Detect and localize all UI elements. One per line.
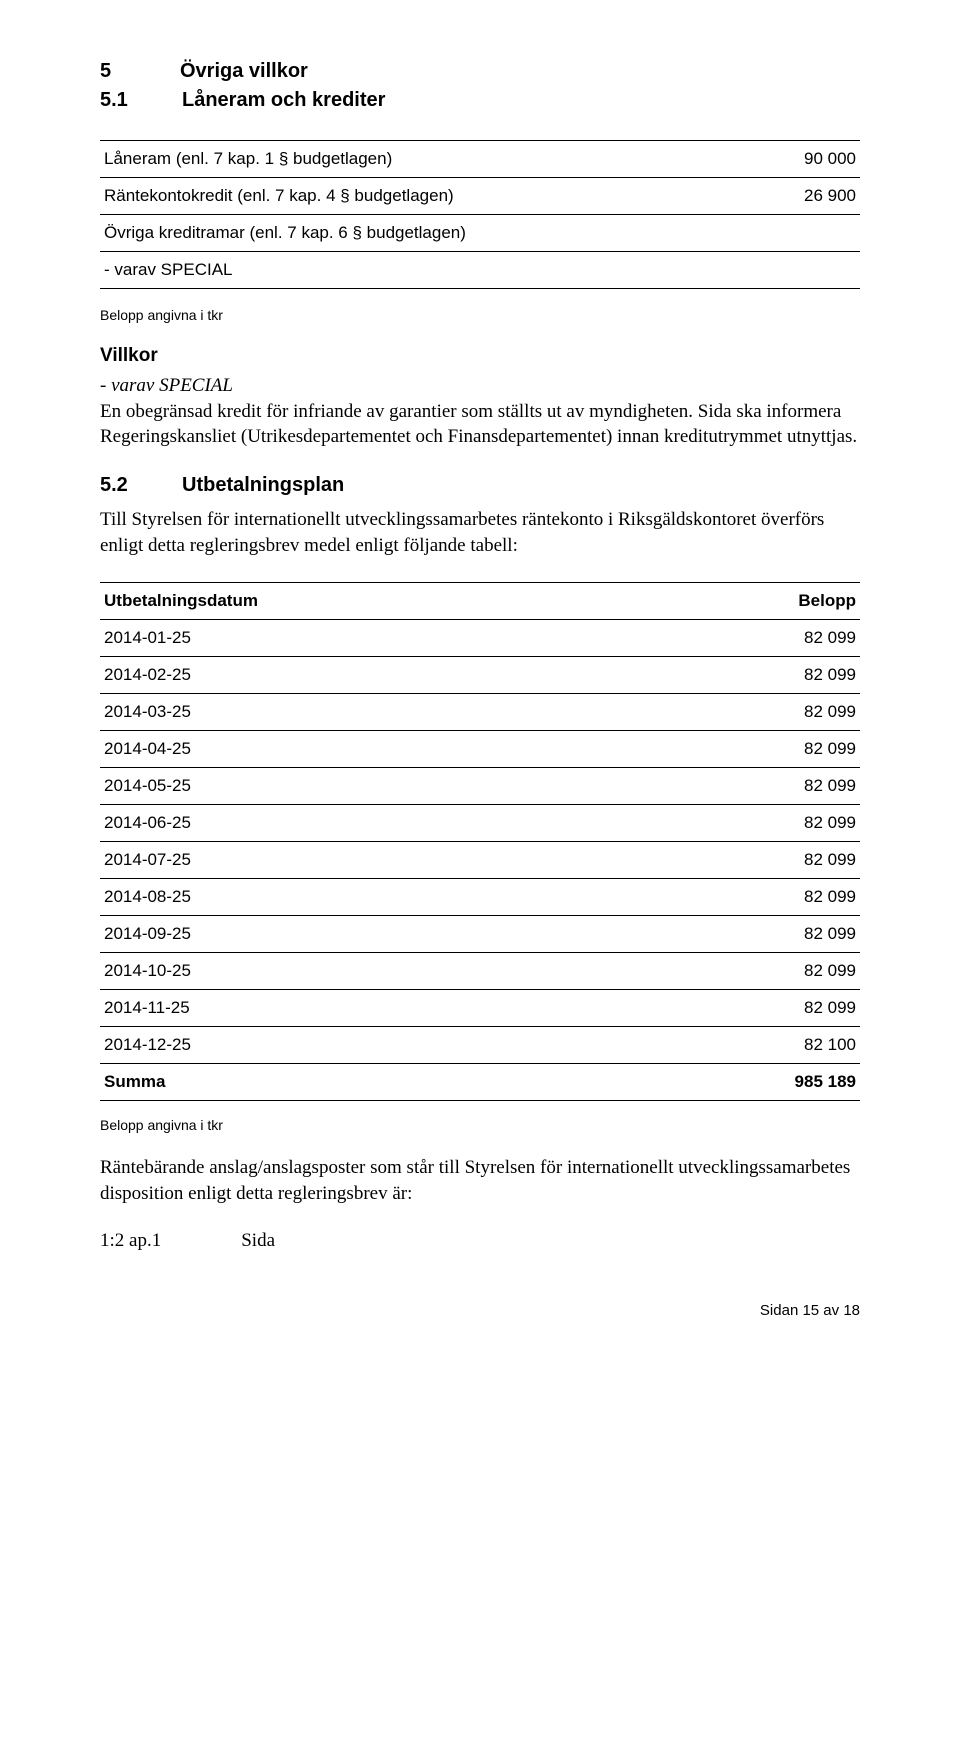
pay-date: 2014-07-25 — [100, 842, 632, 879]
amount-note: Belopp angivna i tkr — [100, 307, 860, 323]
loan-label: - varav SPECIAL — [100, 252, 754, 289]
table-row: 2014-06-2582 099 — [100, 805, 860, 842]
pay-amount: 82 099 — [632, 879, 860, 916]
loan-label: Låneram (enl. 7 kap. 1 § budgetlagen) — [100, 141, 754, 178]
pay-amount: 82 099 — [632, 805, 860, 842]
pay-date: 2014-01-25 — [100, 620, 632, 657]
villkor-text: - varav SPECIAL En obegränsad kredit för… — [100, 373, 860, 450]
pay-date: 2014-11-25 — [100, 990, 632, 1027]
pay-amount: 82 099 — [632, 694, 860, 731]
villkor-heading: Villkor — [100, 345, 860, 367]
loan-label: Övriga kreditramar (enl. 7 kap. 6 § budg… — [100, 215, 754, 252]
pay-amount: 82 099 — [632, 657, 860, 694]
villkor-italic: - varav SPECIAL — [100, 375, 233, 396]
section-5-heading: 5 Övriga villkor — [100, 60, 860, 83]
pay-amount: 82 099 — [632, 916, 860, 953]
table-row: 2014-05-2582 099 — [100, 768, 860, 805]
sum-amount: 985 189 — [632, 1064, 860, 1101]
amount-note-2: Belopp angivna i tkr — [100, 1117, 860, 1133]
after-payment-text: Räntebärande anslag/anslagsposter som st… — [100, 1155, 860, 1206]
section-5-1-num: 5.1 — [100, 89, 134, 112]
loan-amount — [754, 252, 860, 289]
loan-amount — [754, 215, 860, 252]
loan-amount: 26 900 — [754, 178, 860, 215]
pay-amount: 82 100 — [632, 1027, 860, 1064]
pay-amount: 82 099 — [632, 953, 860, 990]
pay-date: 2014-10-25 — [100, 953, 632, 990]
table-row: - varav SPECIAL — [100, 252, 860, 289]
pay-date: 2014-08-25 — [100, 879, 632, 916]
pay-date: 2014-09-25 — [100, 916, 632, 953]
section-5-num: 5 — [100, 60, 120, 83]
table-row: 2014-04-2582 099 — [100, 731, 860, 768]
table-row: 2014-01-2582 099 — [100, 620, 860, 657]
pay-amount: 82 099 — [632, 990, 860, 1027]
pay-date: 2014-05-25 — [100, 768, 632, 805]
section-5-2-title: Utbetalningsplan — [182, 474, 344, 497]
table-row: 2014-10-2582 099 — [100, 953, 860, 990]
sum-row: Summa985 189 — [100, 1064, 860, 1101]
section-5-2-heading: 5.2 Utbetalningsplan — [100, 474, 860, 497]
table-row: Räntekontokredit (enl. 7 kap. 4 § budget… — [100, 178, 860, 215]
col-amount-header: Belopp — [632, 583, 860, 620]
section-5-1-heading: 5.1 Låneram och krediter — [100, 89, 860, 112]
loan-table: Låneram (enl. 7 kap. 1 § budgetlagen)90 … — [100, 140, 860, 289]
pay-amount: 82 099 — [632, 842, 860, 879]
pay-amount: 82 099 — [632, 620, 860, 657]
section-5-title: Övriga villkor — [180, 60, 308, 83]
pay-date: 2014-12-25 — [100, 1027, 632, 1064]
table-row: 2014-11-2582 099 — [100, 990, 860, 1027]
villkor-body: En obegränsad kredit för infriande av ga… — [100, 401, 857, 448]
col-date-header: Utbetalningsdatum — [100, 583, 632, 620]
table-row: 2014-12-2582 100 — [100, 1027, 860, 1064]
ap-val: Sida — [241, 1230, 275, 1252]
pay-amount: 82 099 — [632, 768, 860, 805]
loan-amount: 90 000 — [754, 141, 860, 178]
loan-label: Räntekontokredit (enl. 7 kap. 4 § budget… — [100, 178, 754, 215]
pay-date: 2014-02-25 — [100, 657, 632, 694]
table-row: 2014-08-2582 099 — [100, 879, 860, 916]
pay-date: 2014-06-25 — [100, 805, 632, 842]
table-row: Låneram (enl. 7 kap. 1 § budgetlagen)90 … — [100, 141, 860, 178]
payment-intro: Till Styrelsen för internationellt utvec… — [100, 507, 860, 558]
table-row: 2014-03-2582 099 — [100, 694, 860, 731]
pay-date: 2014-04-25 — [100, 731, 632, 768]
pay-amount: 82 099 — [632, 731, 860, 768]
page-footer: Sidan 15 av 18 — [100, 1302, 860, 1319]
section-5-2-num: 5.2 — [100, 474, 134, 497]
ap-line: 1:2 ap.1 Sida — [100, 1230, 860, 1252]
pay-date: 2014-03-25 — [100, 694, 632, 731]
section-5-1-title: Låneram och krediter — [182, 89, 385, 112]
table-row: Övriga kreditramar (enl. 7 kap. 6 § budg… — [100, 215, 860, 252]
payment-table: Utbetalningsdatum Belopp 2014-01-2582 09… — [100, 582, 860, 1101]
table-row: 2014-07-2582 099 — [100, 842, 860, 879]
ap-key: 1:2 ap.1 — [100, 1230, 161, 1252]
table-row: 2014-09-2582 099 — [100, 916, 860, 953]
table-row: 2014-02-2582 099 — [100, 657, 860, 694]
sum-label: Summa — [100, 1064, 632, 1101]
